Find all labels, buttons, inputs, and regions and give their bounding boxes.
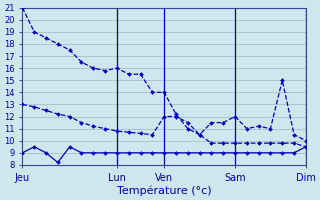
- X-axis label: Température (°c): Température (°c): [117, 185, 212, 196]
